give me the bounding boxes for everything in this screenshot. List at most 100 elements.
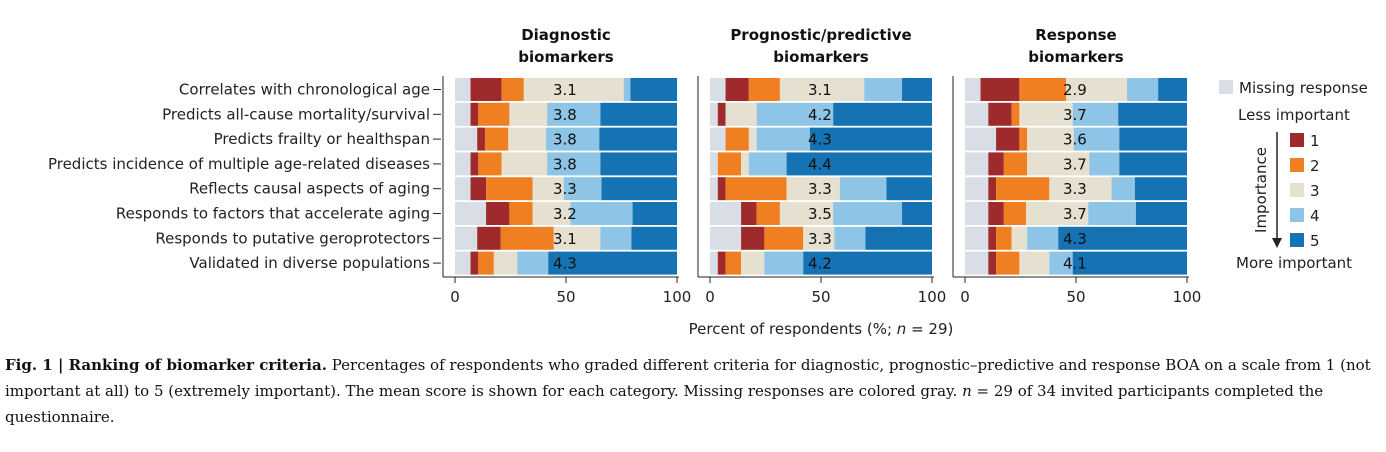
bar-segment-1 [741,202,757,225]
bar-segment-5 [1119,152,1187,176]
legend-swatch-2 [1290,158,1304,172]
bar-segment-missing-response [710,78,726,101]
bar-segment-1 [470,177,487,201]
bar-segment-2 [764,226,804,250]
bar-segment-1 [470,102,479,126]
bar-segment-4 [1111,177,1135,201]
bar-segment-5 [1118,102,1187,126]
bar-segment-missing-response [455,152,471,176]
bar-segment-4 [864,78,903,101]
bar-segment-5 [548,251,677,275]
panel-title: Response [1035,26,1116,44]
figure-caption: Fig. 1 | Ranking of biomarker criteria. … [5,352,1375,430]
bar-segment-2 [996,226,1012,250]
bar-segment-5 [599,127,677,151]
bar-segment-5 [902,78,932,101]
legend-swatch-missing [1219,80,1233,94]
bar-segment-missing-response [965,177,989,201]
bar-segment-5 [1158,78,1187,101]
bar-segment-3 [1049,177,1112,201]
panel-title: Prognostic/predictive [730,26,911,44]
bar-segment-missing-response [965,78,981,101]
bar-segment-3 [1019,251,1050,275]
bar-segment-4 [1088,202,1136,225]
legend-swatch-4 [1290,208,1304,222]
bar-segment-missing-response [710,251,718,275]
bar-segment-2 [1011,102,1020,126]
bar-segment-3 [493,251,518,275]
bar-segment-2 [725,127,749,151]
bar-segment-4 [623,78,631,101]
mean-score-label: 4.3 [553,255,577,273]
bar-segment-1 [470,152,479,176]
bar-segment-1 [988,152,1004,176]
bar-segment-3 [803,226,835,250]
mean-score-label: 3.8 [553,155,577,173]
ranking-chart: Correlates with chronological age Predict… [48,26,1368,338]
mean-score-label: 3.7 [1063,155,1087,173]
bar-segment-5 [1072,251,1187,275]
bar-segment-4 [833,202,903,225]
mean-score-label: 3.3 [808,180,832,198]
mean-score-label: 4.2 [808,106,832,124]
bar-segment-3 [508,127,547,151]
bar-segment-1 [725,78,749,101]
bar-segment-missing-response [455,102,471,126]
bar-segment-1 [988,251,997,275]
category-label: Predicts incidence of multiple age-relat… [48,155,430,173]
x-tick-label: 0 [705,288,715,306]
bar-segment-2 [478,152,502,176]
panel-title: biomarkers [773,48,868,66]
bar-segment-missing-response [455,78,471,101]
bar-segment-1 [988,102,1012,126]
bar-segment-4 [1072,102,1119,126]
bar-segment-5 [631,226,677,250]
bar-segment-1 [996,127,1020,151]
bar-segment-2 [1019,127,1028,151]
bar-segment-1 [470,78,502,101]
x-tick-label: 100 [663,288,692,306]
importance-arrow-head [1272,238,1282,248]
mean-score-label: 4.3 [808,131,832,149]
bar-segment-missing-response [455,202,487,225]
legend-less-label: Less important [1238,106,1350,124]
bar-segment-missing-response [455,251,471,275]
mean-score-label: 3.1 [808,81,832,99]
bar-segment-2 [1019,78,1067,101]
bar-segment-missing-response [455,177,471,201]
mean-score-label: 3.3 [808,230,832,248]
bar-segment-missing-response [965,102,989,126]
bar-segment-3 [779,78,865,101]
bar-segment-5 [600,102,677,126]
caption-separator: | [52,356,69,374]
bar-segment-5 [809,127,932,151]
bar-segment-4 [1127,78,1159,101]
legend-level-label: 1 [1310,132,1320,150]
bar-segment-3 [532,202,571,225]
bar-segment-missing-response [710,152,718,176]
bar-segment-3 [748,127,757,151]
bar-segment-1 [741,226,765,250]
panel-title: biomarkers [518,48,613,66]
bar-segment-missing-response [965,127,997,151]
bar-segment-2 [478,251,494,275]
bar-segment-5 [833,102,932,126]
bar-segment-3 [741,251,765,275]
bar-segment-missing-response [710,127,726,151]
legend-level-label: 4 [1310,207,1320,225]
bar-segment-5 [632,202,677,225]
bar-segment-2 [725,177,787,201]
bar-segment-3 [1011,226,1028,250]
bar-segment-4 [600,226,632,250]
bar-segment-3 [1026,202,1089,225]
bar-segment-4 [570,202,633,225]
bar-segment-1 [470,251,479,275]
bar-segment-1 [477,226,501,250]
bar-segment-3 [509,102,548,126]
bar-segment-3 [523,78,624,101]
bar-segment-missing-response [710,177,718,201]
mean-score-label: 3.8 [553,106,577,124]
mean-score-label: 4.1 [1063,255,1087,273]
bar-segment-1 [717,177,726,201]
x-tick-label: 50 [1066,288,1085,306]
